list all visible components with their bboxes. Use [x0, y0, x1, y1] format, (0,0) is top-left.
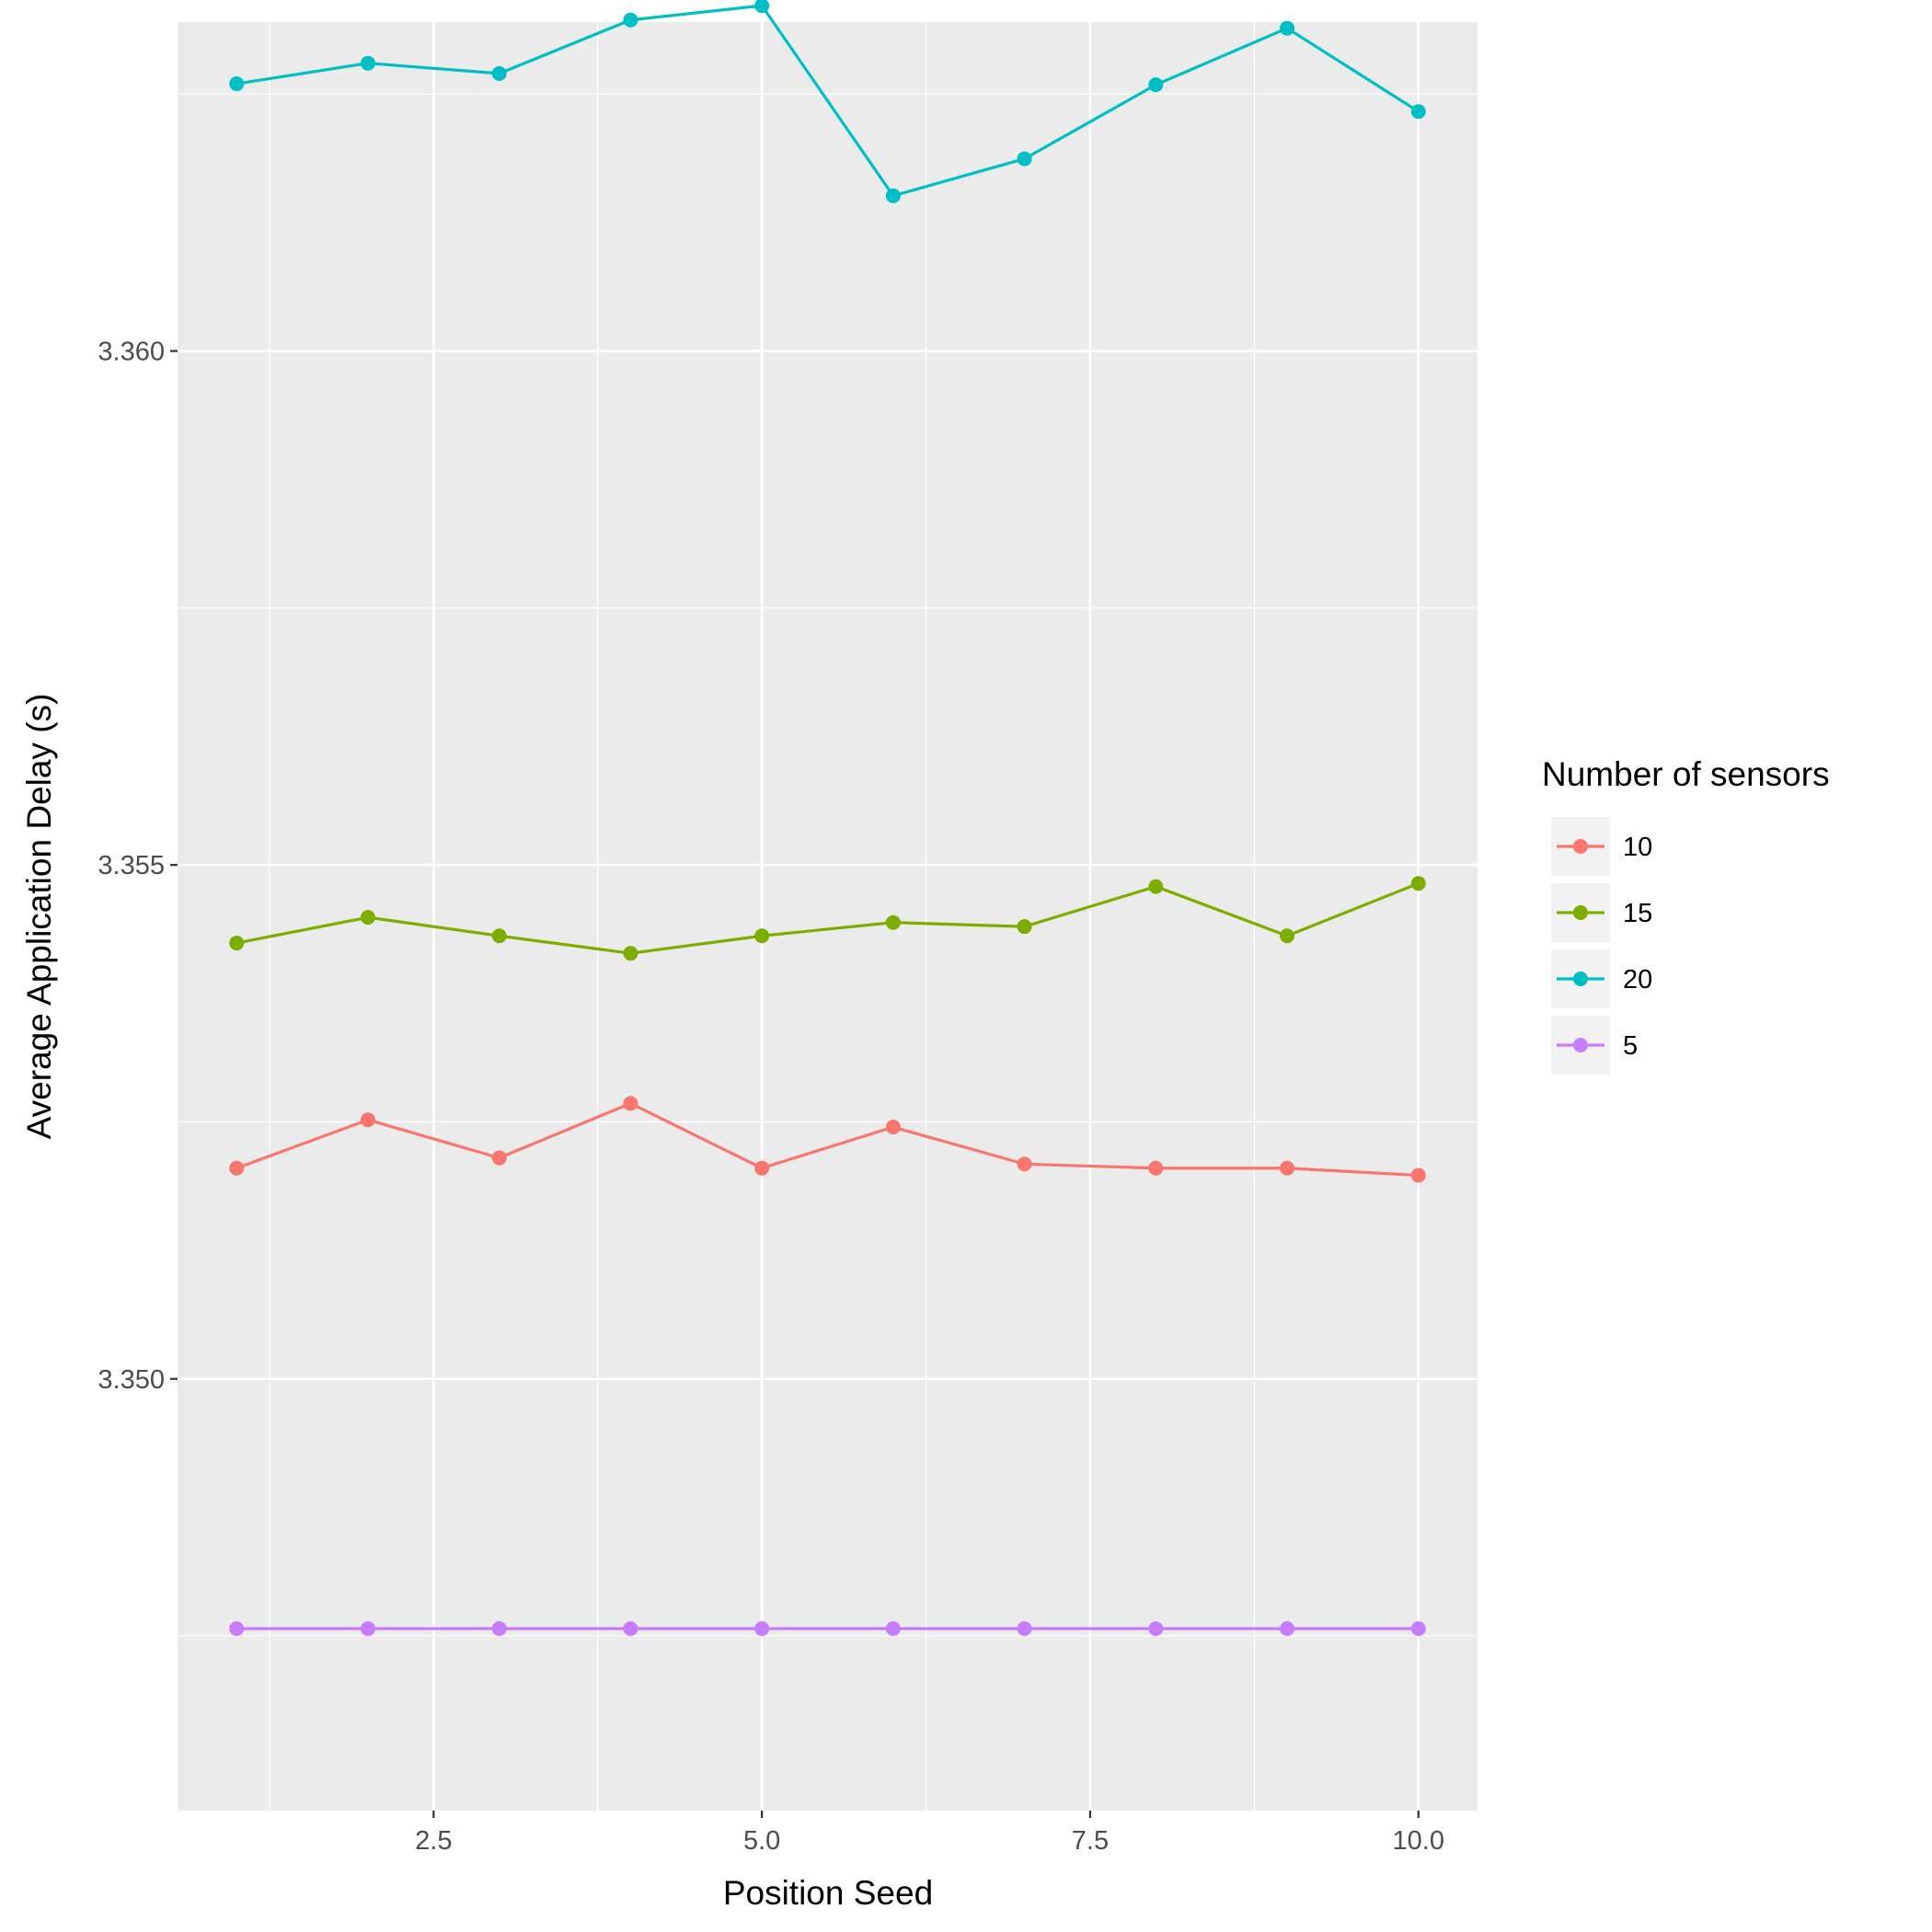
data-point-5	[229, 1621, 245, 1637]
legend-label-5: 5	[1623, 1031, 1638, 1061]
data-point-15	[360, 910, 375, 926]
data-point-15	[1410, 876, 1426, 891]
data-point-10	[491, 1150, 507, 1166]
x-axis-title: Position Seed	[723, 1874, 933, 1912]
data-point-20	[623, 12, 638, 28]
data-point-10	[1148, 1160, 1164, 1176]
legend-point-20	[1573, 972, 1588, 986]
data-point-15	[623, 946, 638, 961]
series-line-20	[236, 4, 1420, 198]
legend-point-5	[1573, 1038, 1588, 1052]
y-axis-title: Average Application Delay (s)	[20, 694, 58, 1140]
data-point-20	[1280, 20, 1295, 36]
data-point-5	[754, 1621, 770, 1637]
legend: Number of sensors 10 15 20 5	[1542, 755, 1830, 1075]
x-tick-label: 7.5	[1072, 1826, 1109, 1856]
y-tick-label: 3.355	[98, 851, 165, 880]
data-point-20	[491, 65, 507, 81]
data-point-10	[1017, 1156, 1032, 1172]
legend-label-10: 10	[1623, 833, 1652, 862]
x-tick-label: 2.5	[415, 1826, 452, 1856]
data-point-20	[360, 55, 375, 71]
data-point-5	[1410, 1621, 1426, 1637]
data-point-20	[1017, 151, 1032, 167]
data-point-5	[885, 1621, 901, 1637]
x-tick-label: 10.0	[1393, 1826, 1444, 1856]
data-point-5	[1148, 1621, 1164, 1637]
data-point-20	[754, 0, 770, 14]
data-point-10	[360, 1112, 375, 1128]
series-layer	[229, 0, 1426, 1637]
legend-point-15	[1573, 905, 1588, 920]
legend-title: Number of sensors	[1542, 755, 1830, 793]
data-point-15	[491, 928, 507, 944]
data-point-15	[754, 928, 770, 944]
data-point-10	[1410, 1167, 1426, 1183]
y-tick-label: 3.350	[98, 1365, 165, 1395]
data-point-5	[360, 1621, 375, 1637]
data-point-5	[491, 1621, 507, 1637]
data-point-20	[229, 76, 245, 92]
data-point-10	[229, 1160, 245, 1176]
data-point-5	[1017, 1621, 1032, 1637]
data-point-10	[885, 1120, 901, 1135]
y-tick-label: 3.360	[98, 338, 165, 367]
legend-point-10	[1573, 839, 1588, 854]
data-point-15	[1017, 919, 1032, 935]
data-point-15	[885, 914, 901, 930]
data-point-5	[1280, 1621, 1295, 1637]
data-point-15	[1148, 879, 1164, 894]
data-point-15	[229, 936, 245, 951]
data-point-10	[623, 1096, 638, 1111]
data-point-15	[1280, 928, 1295, 944]
data-point-20	[1148, 77, 1164, 93]
series-line-10	[236, 1101, 1419, 1178]
data-point-20	[1410, 104, 1426, 120]
x-tick-label: 5.0	[743, 1826, 780, 1856]
legend-label-20: 20	[1623, 965, 1652, 995]
data-point-10	[1280, 1160, 1295, 1176]
legend-label-15: 15	[1623, 899, 1652, 928]
series-line-15	[236, 881, 1420, 955]
data-point-20	[885, 188, 901, 203]
plot-panel	[178, 22, 1478, 1811]
data-point-10	[754, 1160, 770, 1176]
gridlines	[178, 22, 1478, 1811]
axis-ticks: 2.5 5.0 7.5 10.0 3.350 3.355 3.360	[98, 338, 1444, 1856]
data-point-5	[623, 1621, 638, 1637]
